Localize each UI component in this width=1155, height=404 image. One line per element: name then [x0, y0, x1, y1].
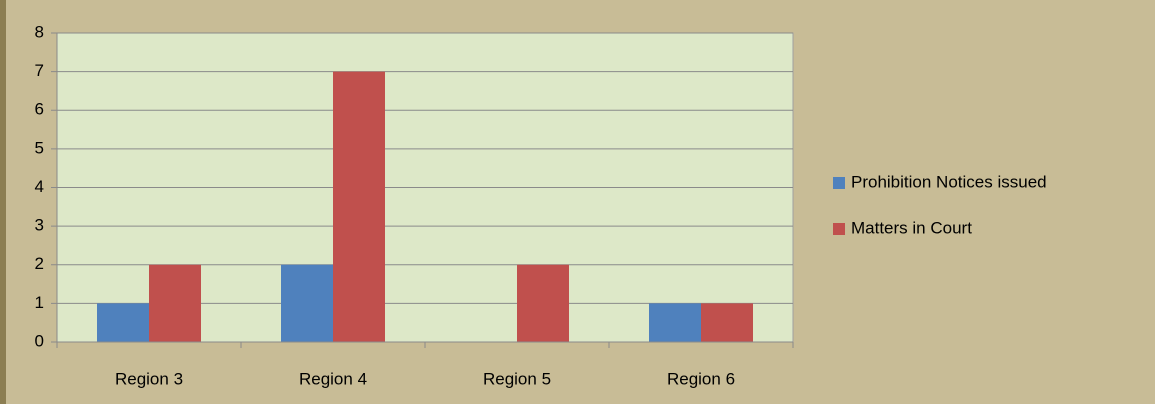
- y-tick-label: 2: [35, 254, 44, 273]
- legend-label: Matters in Court: [851, 218, 972, 237]
- frame-edge: [0, 0, 6, 404]
- bar: [149, 264, 201, 342]
- legend-label: Prohibition Notices issued: [851, 172, 1047, 191]
- bar: [97, 303, 149, 342]
- y-tick-label: 4: [35, 177, 44, 196]
- y-tick-label: 0: [35, 331, 44, 350]
- y-tick-label: 6: [35, 100, 44, 119]
- bar: [517, 264, 569, 342]
- x-tick-label: Region 6: [667, 369, 735, 388]
- y-tick-label: 1: [35, 293, 44, 312]
- bar: [281, 264, 333, 342]
- x-tick-label: Region 3: [115, 369, 183, 388]
- y-tick-label: 5: [35, 138, 44, 157]
- x-tick-label: Region 4: [299, 369, 367, 388]
- y-tick-label: 3: [35, 216, 44, 235]
- bar: [649, 303, 701, 342]
- bar: [333, 71, 385, 342]
- y-tick-label: 7: [35, 61, 44, 80]
- x-tick-label: Region 5: [483, 369, 551, 388]
- bar: [701, 303, 753, 342]
- legend-swatch: [833, 177, 845, 189]
- y-tick-label: 8: [35, 22, 44, 41]
- legend-swatch: [833, 223, 845, 235]
